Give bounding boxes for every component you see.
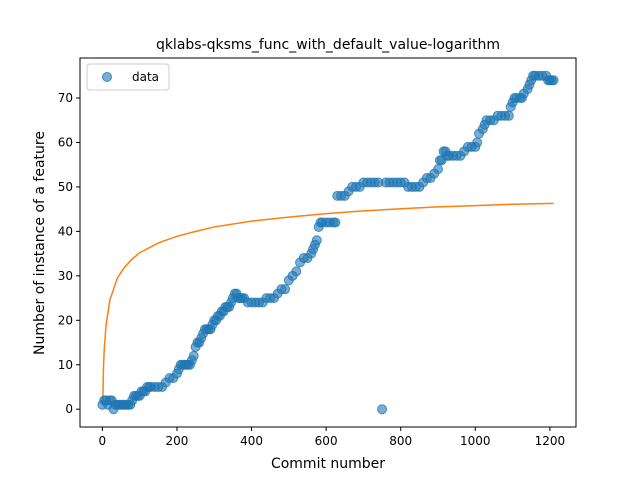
- y-tick-label: 0: [65, 402, 73, 416]
- x-tick-label: 400: [240, 434, 263, 448]
- x-tick-label: 800: [389, 434, 412, 448]
- y-tick-label: 50: [58, 180, 73, 194]
- y-tick-label: 30: [58, 269, 73, 283]
- legend-box: [86, 63, 170, 91]
- data-point: [503, 110, 514, 121]
- chart-title: qklabs-qksms_func_with_default_value-log…: [156, 37, 500, 53]
- x-tick-label: 1000: [460, 434, 491, 448]
- x-tick-label: 600: [315, 434, 338, 448]
- y-tick-label: 10: [58, 358, 73, 372]
- y-axis-label: Number of instance of a feature: [32, 131, 48, 355]
- data-point: [330, 217, 341, 228]
- data-point: [311, 235, 322, 246]
- x-tick-label: 200: [166, 434, 189, 448]
- fit-line: [102, 202, 554, 405]
- data-point: [548, 75, 559, 86]
- data-point: [188, 350, 199, 361]
- data-point: [472, 137, 483, 148]
- data-point: [291, 266, 302, 277]
- data-point: [377, 404, 388, 415]
- y-tick-label: 20: [58, 313, 73, 327]
- data-point: [433, 164, 444, 175]
- legend-label-data: data: [132, 70, 159, 84]
- legend-marker-data: [102, 72, 112, 82]
- y-tick-label: 40: [58, 224, 73, 238]
- x-axis-label: Commit number: [271, 456, 385, 472]
- x-tick-label: 0: [99, 434, 107, 448]
- y-tick-label: 70: [58, 91, 73, 105]
- axes-frame: [79, 57, 577, 428]
- y-tick-label: 60: [58, 135, 73, 149]
- x-tick-label: 1200: [535, 434, 566, 448]
- data-point: [280, 284, 291, 295]
- legend: data: [86, 63, 170, 91]
